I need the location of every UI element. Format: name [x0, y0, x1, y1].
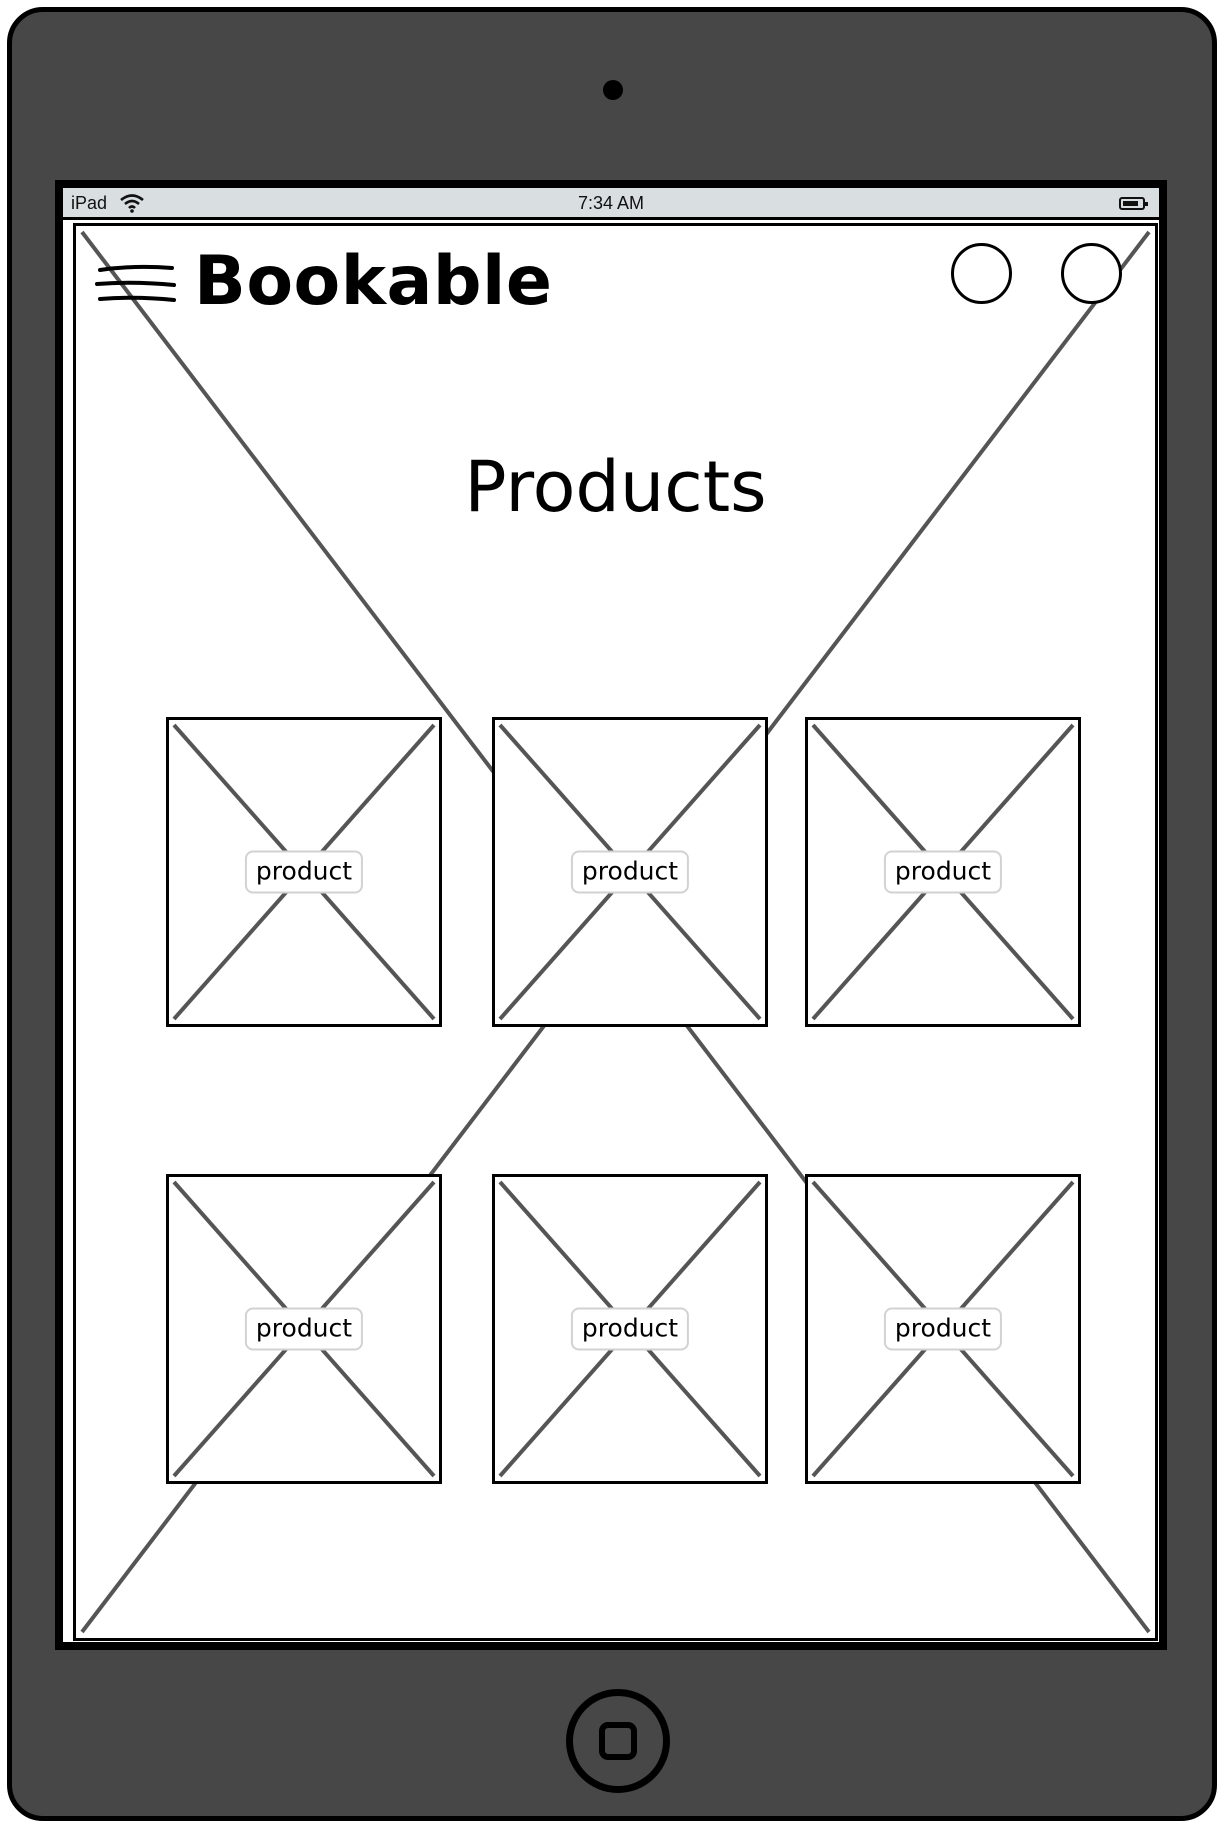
hamburger-icon [95, 264, 176, 302]
product-grid: product product product [76, 226, 1155, 1638]
product-card-5[interactable]: product [492, 1174, 768, 1484]
product-label: product [883, 850, 1003, 894]
product-label: product [570, 1307, 690, 1351]
battery-icon [1119, 197, 1148, 210]
header-circle-button-2[interactable] [1061, 243, 1122, 304]
product-label: product [570, 850, 690, 894]
product-card-2[interactable]: product [492, 717, 768, 1027]
header-circle-button-1[interactable] [951, 243, 1012, 304]
product-label: product [244, 1307, 364, 1351]
product-card-3[interactable]: product [805, 717, 1081, 1027]
home-square-icon [599, 1722, 637, 1760]
camera-icon [603, 80, 623, 100]
page-title: Products [464, 446, 767, 528]
product-card-1[interactable]: product [166, 717, 442, 1027]
status-bar: iPad 7:34 AM [63, 188, 1159, 220]
hamburger-menu-button[interactable] [94, 256, 176, 312]
wifi-icon [120, 194, 144, 213]
status-time: 7:34 AM [577, 193, 645, 213]
app-content: Bookable Products product product [73, 223, 1158, 1641]
brand-title: Bookable [194, 242, 553, 321]
product-label: product [883, 1307, 1003, 1351]
screen: iPad 7:34 AM Bookable Products [63, 188, 1159, 1642]
home-button[interactable] [566, 1689, 670, 1793]
product-card-4[interactable]: product [166, 1174, 442, 1484]
status-device-name: iPad [71, 193, 108, 213]
product-card-6[interactable]: product [805, 1174, 1081, 1484]
product-label: product [244, 850, 364, 894]
